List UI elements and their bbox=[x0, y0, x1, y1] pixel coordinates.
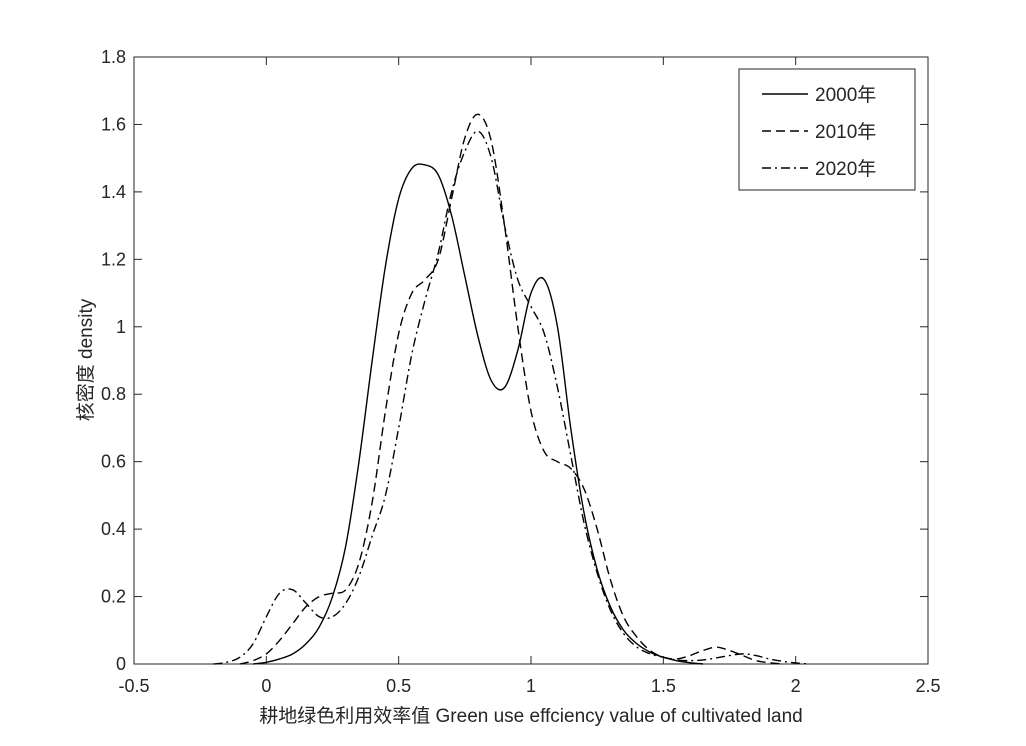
x-tick-label: 0 bbox=[261, 676, 271, 696]
y-axis: 0 0.2 0.4 0.6 0.8 1 1.2 1.4 1.6 1.8 bbox=[101, 47, 928, 674]
y-tick-label: 0 bbox=[116, 654, 126, 674]
legend-box bbox=[738, 68, 916, 191]
y-tick-label: 1.2 bbox=[101, 249, 126, 269]
x-axis-label: 耕地绿色利用效率值 Green use effciency value of c… bbox=[259, 705, 803, 727]
series-line-2 bbox=[239, 113, 783, 665]
series-lines bbox=[213, 113, 809, 665]
y-tick-label: 0.6 bbox=[101, 452, 126, 472]
y-tick-label: 1 bbox=[116, 317, 126, 337]
legend-label-2: 2010年 bbox=[815, 121, 876, 143]
x-axis: -0.5 0 0.5 1 1.5 2 2.5 bbox=[118, 57, 941, 696]
x-tick-label: 2 bbox=[791, 676, 801, 696]
y-tick-label: 0.4 bbox=[101, 519, 126, 539]
y-tick-label: 1.6 bbox=[101, 114, 126, 134]
legend: 2000年 2010年 2020年 bbox=[738, 68, 916, 191]
y-tick-label: 1.4 bbox=[101, 182, 126, 202]
series-line-1 bbox=[253, 163, 704, 665]
legend-label-3: 2020年 bbox=[815, 158, 876, 180]
legend-label-1: 2000年 bbox=[815, 84, 876, 106]
x-tick-label: -0.5 bbox=[118, 676, 149, 696]
x-tick-label: 1 bbox=[526, 676, 536, 696]
x-tick-label: 1.5 bbox=[651, 676, 676, 696]
y-tick-label: 0.2 bbox=[101, 587, 126, 607]
x-tick-label: 0.5 bbox=[386, 676, 411, 696]
x-tick-label: 2.5 bbox=[915, 676, 940, 696]
y-tick-label: 0.8 bbox=[101, 384, 126, 404]
y-axis-label: 核密度 density bbox=[75, 298, 97, 421]
y-tick-label: 1.8 bbox=[101, 47, 126, 67]
